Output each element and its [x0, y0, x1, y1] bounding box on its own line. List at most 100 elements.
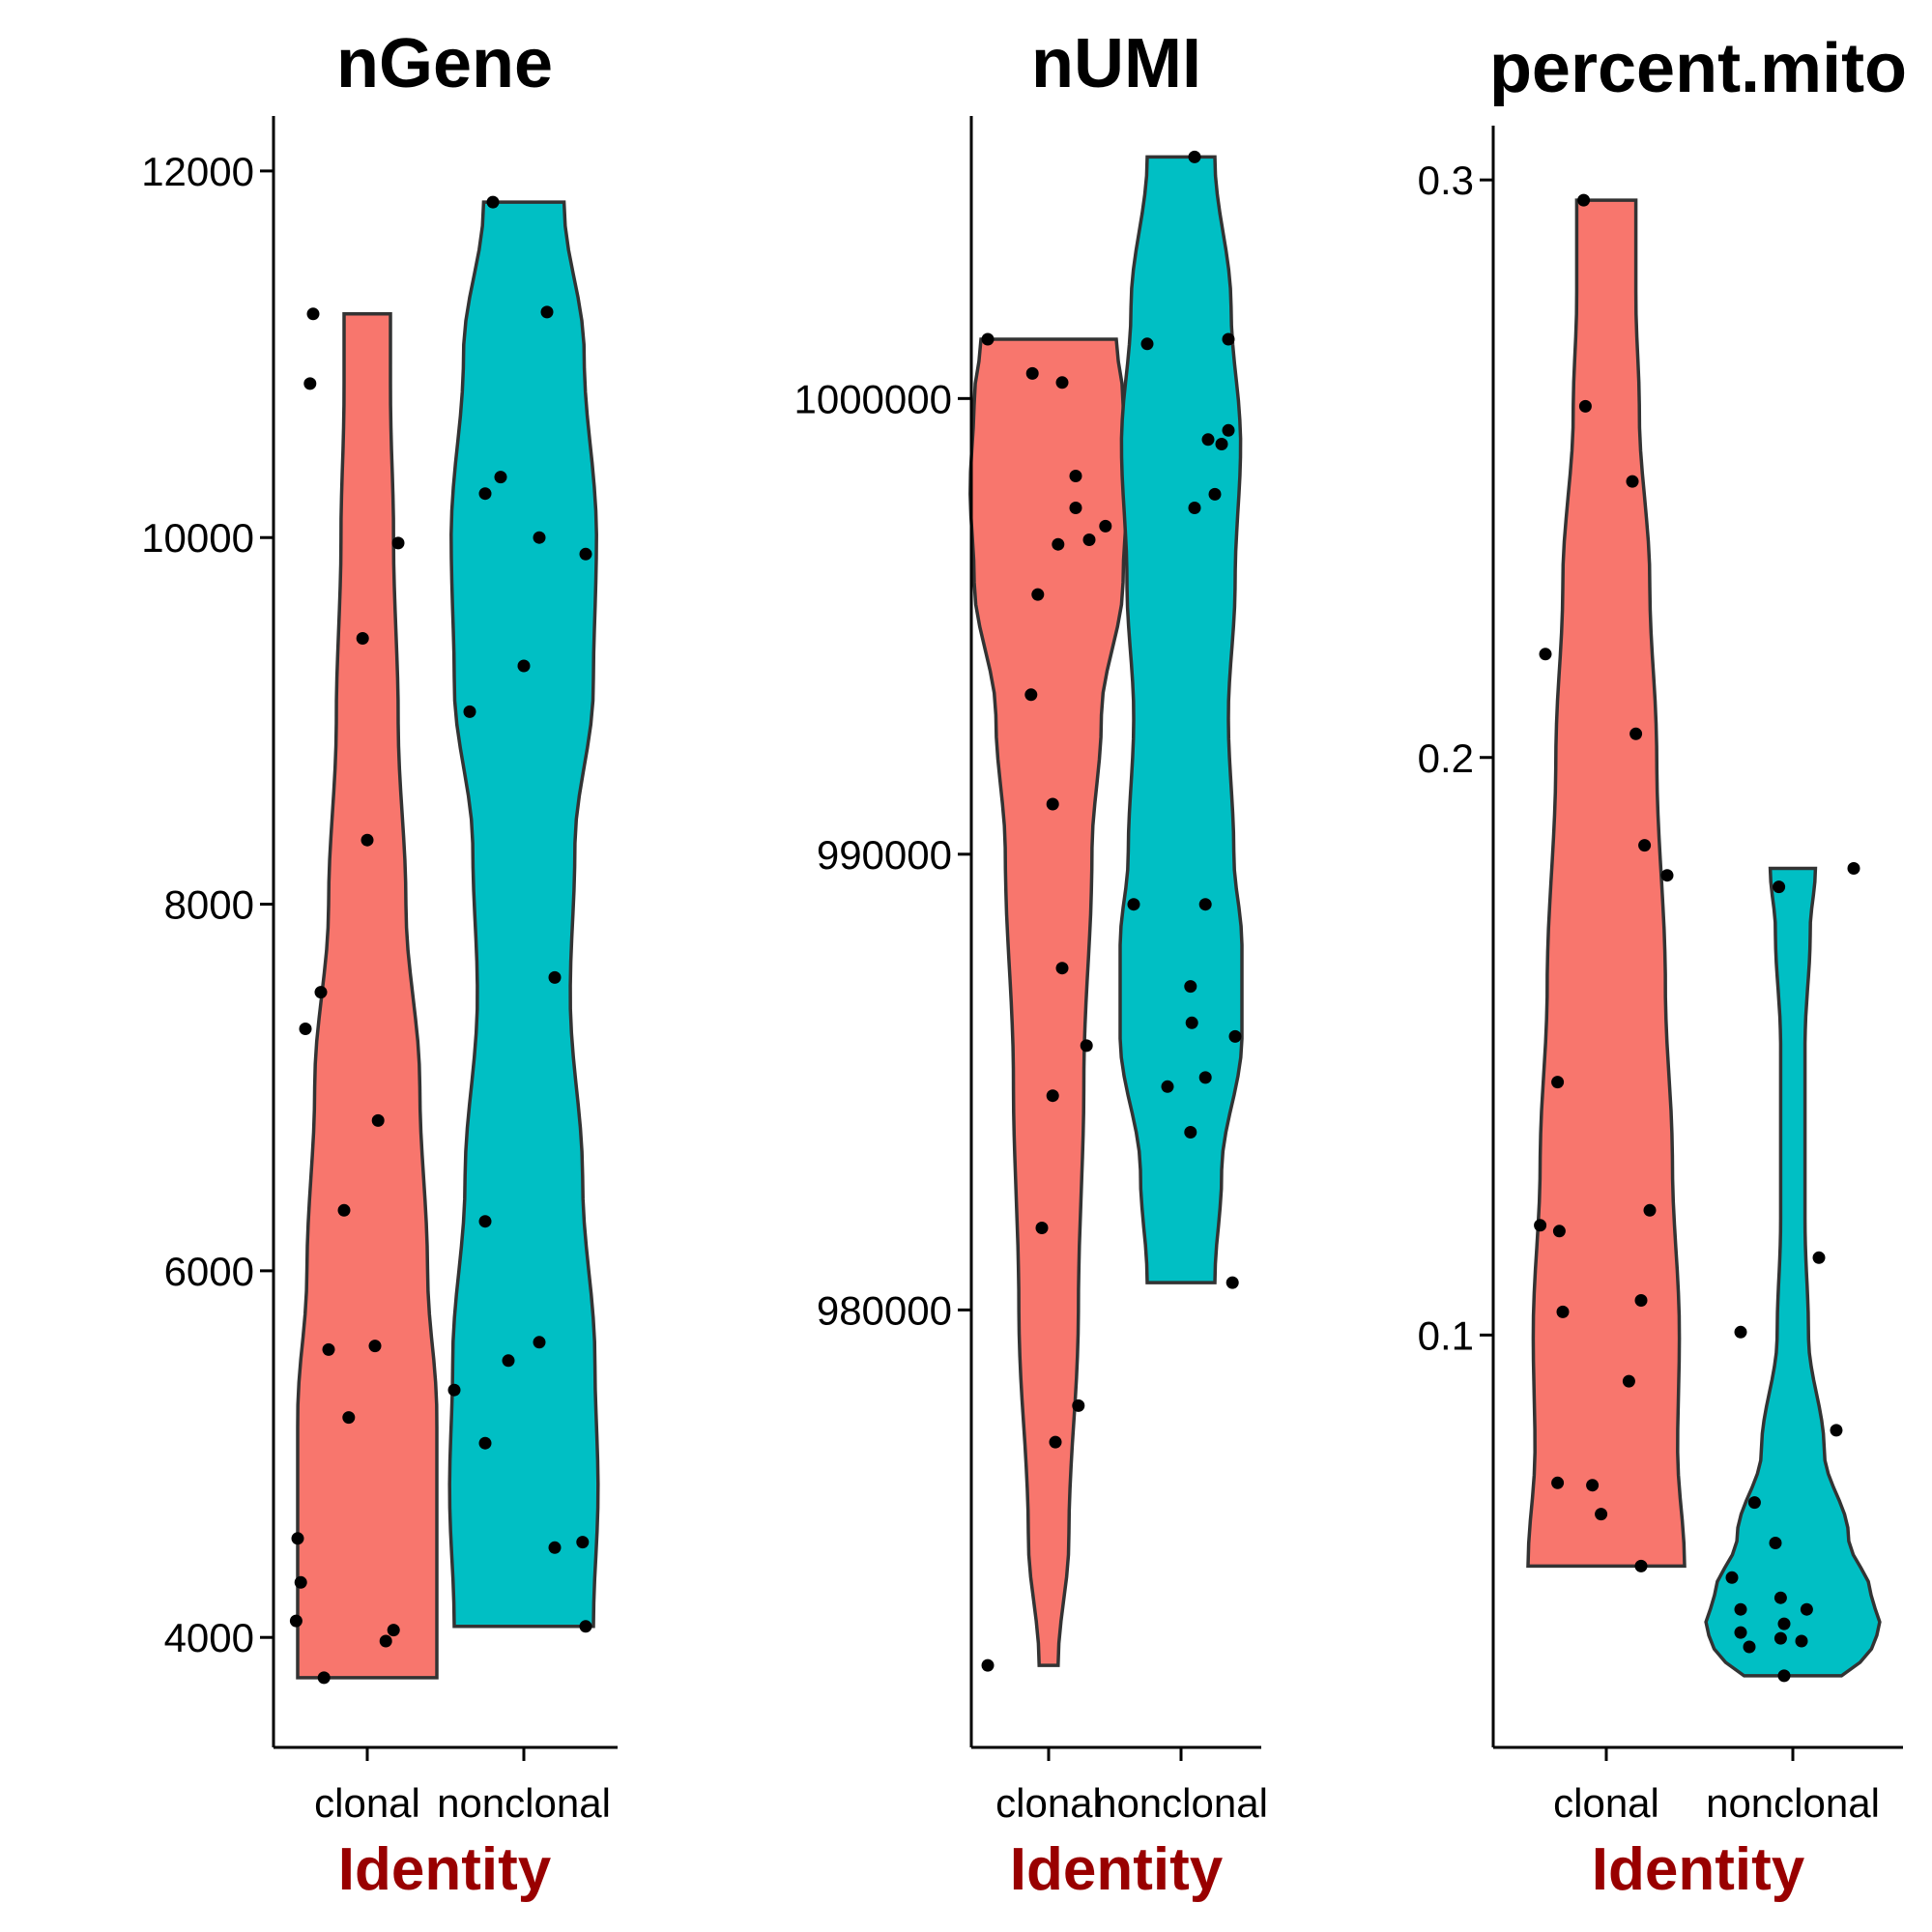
data-point-clonal — [322, 1342, 335, 1356]
panel-marks — [289, 195, 600, 1685]
data-point-clonal — [1080, 1039, 1093, 1053]
data-point-nonclonal — [1847, 862, 1860, 875]
data-point-clonal — [360, 833, 374, 847]
violin-nonclonal — [1704, 866, 1882, 1678]
data-point-clonal — [1634, 1294, 1648, 1307]
data-point-nonclonal — [463, 705, 476, 718]
data-point-nonclonal — [486, 195, 500, 209]
data-point-clonal — [371, 1113, 385, 1127]
x-tick-label: clonal — [995, 1780, 1102, 1826]
data-point-nonclonal — [533, 531, 546, 544]
data-point-clonal — [337, 1203, 351, 1217]
data-point-clonal — [1660, 869, 1674, 882]
panel-title: nGene — [336, 25, 553, 102]
panel-numi: nUMI 980000 990000 1000000 clonalnonclonal… — [793, 25, 1267, 1903]
violin-clonal — [968, 337, 1129, 1667]
data-point-nonclonal — [533, 1336, 546, 1349]
data-point-nonclonal — [478, 487, 492, 501]
data-point-nonclonal — [1161, 1080, 1174, 1093]
data-point-clonal — [303, 377, 317, 390]
violin-nonclonal — [1118, 155, 1244, 1284]
y-tick-label: 8000 — [164, 882, 254, 928]
x-tick-label: nonclonal — [437, 1780, 611, 1826]
data-point-nonclonal — [517, 659, 531, 673]
x-ticks: clonal nonclonal — [314, 1747, 611, 1826]
y-tick-label: 10000 — [141, 515, 254, 561]
data-point-clonal — [368, 1340, 382, 1353]
data-point-clonal — [314, 986, 328, 999]
y-tick-label: 0.3 — [1418, 158, 1474, 203]
data-point-clonal — [387, 1624, 400, 1637]
violin-nonclonal — [447, 200, 600, 1629]
data-point-nonclonal — [1222, 423, 1235, 437]
data-point-clonal — [1638, 839, 1652, 852]
data-point-clonal — [294, 1575, 307, 1589]
data-point-nonclonal — [579, 1620, 592, 1633]
data-point-nonclonal — [1734, 1602, 1747, 1616]
data-point-nonclonal — [576, 1536, 590, 1549]
data-point-nonclonal — [1830, 1424, 1843, 1437]
data-point-nonclonal — [1773, 1631, 1787, 1645]
data-point-clonal — [356, 632, 369, 645]
panel-marks — [1526, 193, 1882, 1683]
data-point-clonal — [291, 1532, 304, 1545]
data-point-clonal — [1052, 537, 1065, 551]
x-axis-title: Identity — [338, 1836, 552, 1903]
data-point-nonclonal — [1228, 1029, 1242, 1043]
data-point-clonal — [1055, 376, 1069, 389]
data-point-clonal — [342, 1411, 356, 1425]
y-ticks: 4000 6000 8000 10000 12000 — [141, 149, 274, 1660]
data-point-nonclonal — [494, 471, 507, 484]
data-point-nonclonal — [1226, 1276, 1239, 1289]
data-point-nonclonal — [548, 1541, 562, 1554]
data-point-nonclonal — [1777, 1669, 1791, 1683]
data-point-clonal — [317, 1671, 331, 1685]
data-point-clonal — [1552, 1225, 1566, 1238]
data-point-clonal — [1035, 1222, 1049, 1234]
data-point-clonal — [299, 1023, 312, 1035]
data-point-clonal — [1046, 797, 1059, 811]
data-point-nonclonal — [548, 970, 562, 984]
data-point-clonal — [1586, 1479, 1600, 1492]
data-point-nonclonal — [1184, 1126, 1197, 1139]
panel-ngene: nGene 4000 6000 8000 10000 12000 clonal noncl… — [141, 25, 618, 1903]
data-point-nonclonal — [478, 1215, 492, 1228]
data-point-nonclonal — [1198, 1071, 1212, 1084]
data-point-nonclonal — [579, 547, 592, 561]
data-point-nonclonal — [1795, 1634, 1808, 1648]
data-point-clonal — [1031, 588, 1045, 601]
data-point-clonal — [379, 1634, 392, 1648]
data-point-clonal — [1534, 1219, 1547, 1232]
data-point-clonal — [1069, 502, 1082, 514]
data-point-nonclonal — [1725, 1571, 1739, 1584]
data-point-nonclonal — [1127, 898, 1140, 911]
data-point-clonal — [1539, 648, 1552, 661]
data-point-nonclonal — [1743, 1640, 1756, 1654]
data-point-nonclonal — [1215, 438, 1228, 450]
data-point-nonclonal — [447, 1383, 461, 1397]
data-point-clonal — [1049, 1435, 1062, 1449]
data-point-nonclonal — [1769, 1537, 1782, 1549]
data-point-clonal — [1622, 1374, 1635, 1388]
x-tick-label: clonal — [314, 1780, 420, 1826]
data-point-clonal — [1629, 727, 1643, 740]
x-tick-label: nonclonal — [1094, 1780, 1268, 1826]
y-ticks: 0.1 0.2 0.3 — [1418, 158, 1493, 1358]
data-point-clonal — [1551, 1076, 1565, 1089]
data-point-nonclonal — [1773, 1591, 1787, 1604]
y-tick-label: 1000000 — [793, 376, 952, 421]
x-tick-label: clonal — [1553, 1780, 1659, 1826]
data-point-nonclonal — [1188, 502, 1201, 514]
y-tick-label: 4000 — [164, 1615, 254, 1660]
data-point-nonclonal — [502, 1354, 515, 1368]
data-point-clonal — [1556, 1305, 1570, 1318]
data-point-clonal — [1551, 1476, 1565, 1489]
data-point-clonal — [289, 1614, 303, 1628]
panel-title: nUMI — [1031, 25, 1201, 102]
panel-title: percent.mito — [1489, 30, 1907, 107]
data-point-clonal — [1025, 366, 1039, 380]
data-point-clonal — [1643, 1203, 1657, 1217]
data-point-nonclonal — [1734, 1325, 1747, 1339]
